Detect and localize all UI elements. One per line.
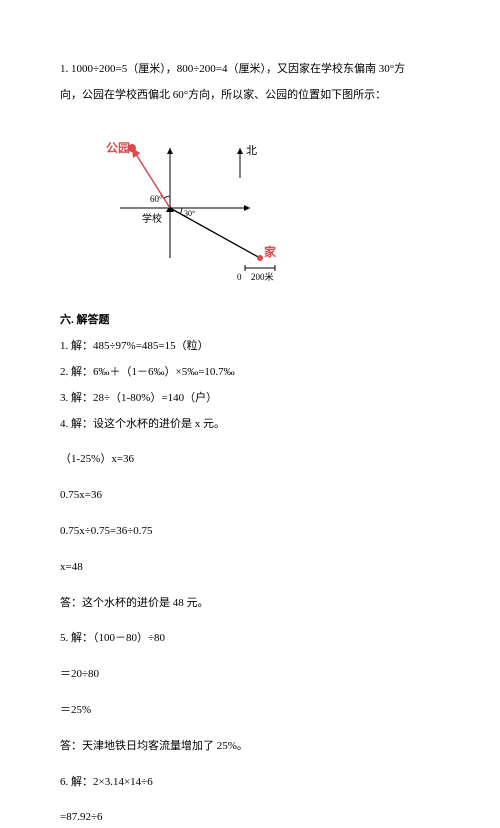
svg-text:家: 家 <box>264 244 277 259</box>
answer-line: 1. 解：485÷97%=485=15（粒） <box>60 337 440 357</box>
answer-line <box>60 763 440 773</box>
intro-line-2: 向，公园在学校西偏北 60°方向，所以家、公园的位置如下图所示： <box>60 86 440 106</box>
answer-line <box>60 548 440 558</box>
answer-line: 0.75x=36 <box>60 486 440 506</box>
answer-line <box>60 655 440 665</box>
answer-line: 3. 解：28÷（1-80%）=140（户） <box>60 389 440 409</box>
answer-line <box>60 691 440 701</box>
intro-line-1: 1. 1000÷200=5（厘米），800÷200=4（厘米），又因家在学校东偏… <box>60 60 440 80</box>
answer-line: 0.75x÷0.75=36÷0.75 <box>60 522 440 542</box>
answer-line <box>60 512 440 522</box>
answer-line <box>60 798 440 808</box>
answer-line: =87.92÷6 <box>60 808 440 828</box>
answer-line: ＝25% <box>60 701 440 721</box>
answer-line: x=48 <box>60 558 440 578</box>
answer-line <box>60 440 440 450</box>
svg-text:学校: 学校 <box>142 212 162 225</box>
answer-line <box>60 727 440 737</box>
answer-line: （1-25%）x=36 <box>60 450 440 470</box>
answers-block: 1. 解：485÷97%=485=15（粒） 2. 解：6‰＋（1－6‰）×5‰=… <box>60 337 440 828</box>
answer-line: 2. 解：6‰＋（1－6‰）×5‰=10.7‰ <box>60 363 440 383</box>
svg-text:公园: 公园 <box>106 141 130 155</box>
answer-line: 5. 解：（100－80）÷80 <box>60 629 440 649</box>
svg-text:0: 0 <box>237 272 242 282</box>
answer-line: 答：这个水杯的进价是 48 元。 <box>60 594 440 614</box>
answer-line: 4. 解：设这个水杯的进价是 x 元。 <box>60 415 440 435</box>
answer-line: 答：天津地铁日均客流量增加了 25%。 <box>60 737 440 757</box>
answer-line: 6. 解：2×3.14×14÷6 <box>60 773 440 793</box>
answer-line <box>60 619 440 629</box>
section-title: 六. 解答题 <box>60 311 440 331</box>
answer-line <box>60 584 440 594</box>
answer-line: ＝20÷80 <box>60 665 440 685</box>
svg-text:200米: 200米 <box>251 271 274 282</box>
answer-line <box>60 476 440 486</box>
svg-text:60°: 60° <box>150 194 163 204</box>
diagram: 公园 北学校家 60° 30° 0 200米 <box>100 118 440 296</box>
svg-text:北: 北 <box>246 144 257 157</box>
svg-text:30°: 30° <box>184 209 195 218</box>
